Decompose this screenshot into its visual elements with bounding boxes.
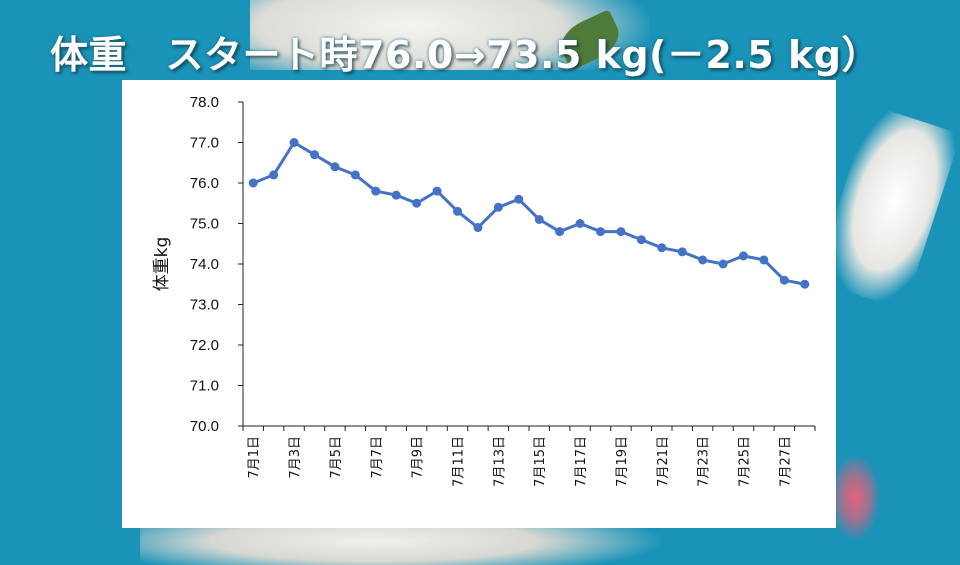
series-line	[252, 141, 806, 286]
data-point	[453, 206, 462, 216]
x-tick-label: 7月7日	[370, 436, 385, 479]
data-point	[779, 275, 789, 285]
data-point	[473, 223, 483, 233]
x-tick-label: 7月13日	[492, 436, 507, 487]
data-point	[330, 162, 340, 172]
y-tick-label: 76.0	[190, 175, 219, 192]
data-point	[555, 227, 565, 237]
data-point	[371, 186, 381, 196]
x-tick-label: 7月11日	[452, 436, 467, 487]
data-point	[310, 150, 319, 160]
data-point	[677, 247, 687, 257]
y-tick-label: 74.0	[190, 256, 219, 273]
data-point	[739, 251, 748, 261]
data-point	[534, 214, 544, 224]
data-point	[718, 259, 728, 269]
data-point	[269, 170, 279, 180]
data-point	[289, 138, 299, 147]
x-tick-label: 7月23日	[697, 436, 712, 487]
data-point	[636, 235, 646, 245]
x-tick-label: 7月25日	[738, 436, 753, 487]
data-point	[759, 255, 769, 265]
data-point	[493, 202, 503, 212]
data-point	[616, 227, 626, 237]
weight-line-chart: 体重kg 70.0 71.0 72.0 73.0 74.0 75.0 76.0 77.0 78.…	[152, 94, 816, 487]
data-point	[432, 186, 442, 196]
y-tick-label: 71.0	[190, 378, 219, 395]
y-tick-label: 75.0	[190, 216, 219, 233]
data-point	[391, 190, 401, 200]
y-tick-label: 72.0	[190, 337, 219, 354]
data-point	[350, 170, 360, 180]
x-tick-label: 7月19日	[615, 436, 630, 487]
x-tick-label: 7月9日	[411, 436, 426, 479]
x-tick-label: 7月27日	[778, 436, 793, 487]
y-axis-title: 体重kg	[152, 237, 172, 292]
data-point	[575, 219, 585, 228]
data-point	[412, 198, 422, 208]
y-tick-label: 73.0	[190, 297, 219, 314]
x-tick-label: 7月21日	[656, 436, 671, 487]
background-stamen	[830, 455, 880, 540]
chart-panel: 体重kg 70.0 71.0 72.0 73.0 74.0 75.0 76.0 77.0 78.…	[122, 80, 836, 528]
data-point	[596, 227, 605, 237]
data-point	[698, 255, 708, 265]
x-tick-label: 7月15日	[533, 436, 548, 487]
x-tick-label: 7月17日	[574, 436, 589, 487]
y-tick-label: 70.0	[190, 418, 219, 435]
x-tick-label: 7月5日	[329, 436, 344, 479]
data-point	[800, 279, 810, 289]
data-point	[248, 178, 258, 188]
x-tick-label: 7月3日	[288, 436, 303, 479]
data-point	[514, 194, 524, 204]
y-tick-label: 77.0	[190, 135, 219, 152]
x-tick-label: 7月1日	[247, 436, 262, 479]
y-tick-label: 78.0	[190, 94, 219, 111]
data-point	[657, 243, 667, 253]
page-title: 体重 スタート時76.0→73.5 kg(－2.5 kg）	[50, 33, 880, 77]
